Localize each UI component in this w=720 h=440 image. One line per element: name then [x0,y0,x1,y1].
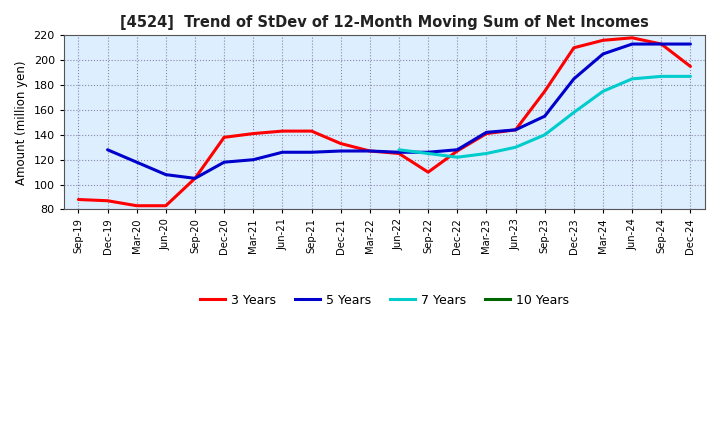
3 Years [191,176,199,181]
5 Years [541,114,549,119]
3 Years [161,203,170,209]
3 Years [307,128,316,134]
7 Years [657,74,665,79]
7 Years [511,145,520,150]
3 Years [336,141,345,146]
7 Years [482,151,491,156]
5 Years [278,150,287,155]
5 Years [249,157,258,162]
3 Years [511,127,520,132]
5 Years [307,150,316,155]
5 Years [686,41,695,47]
Legend: 3 Years, 5 Years, 7 Years, 10 Years: 3 Years, 5 Years, 7 Years, 10 Years [194,289,574,312]
3 Years [103,198,112,203]
5 Years [657,41,665,47]
Title: [4524]  Trend of StDev of 12-Month Moving Sum of Net Incomes: [4524] Trend of StDev of 12-Month Moving… [120,15,649,30]
3 Years [657,41,665,47]
5 Years [570,76,578,81]
5 Years [628,41,636,47]
5 Years [161,172,170,177]
7 Years [424,151,433,156]
7 Years [598,89,607,94]
3 Years [482,131,491,136]
5 Years [453,147,462,152]
3 Years [249,131,258,136]
5 Years [336,148,345,154]
5 Years [424,150,433,155]
5 Years [220,160,228,165]
5 Years [482,130,491,135]
7 Years [395,147,403,152]
3 Years [366,148,374,154]
5 Years [598,51,607,57]
3 Years [598,38,607,43]
3 Years [132,203,141,209]
Line: 7 Years: 7 Years [399,77,690,157]
7 Years [541,132,549,137]
7 Years [570,110,578,115]
Line: 5 Years: 5 Years [107,44,690,178]
3 Years [395,151,403,156]
3 Years [424,169,433,175]
3 Years [541,89,549,94]
5 Years [103,147,112,152]
Y-axis label: Amount (million yen): Amount (million yen) [15,60,28,185]
5 Years [366,148,374,154]
7 Years [628,76,636,81]
3 Years [453,148,462,154]
3 Years [278,128,287,134]
5 Years [132,160,141,165]
5 Years [191,176,199,181]
3 Years [686,64,695,69]
7 Years [453,154,462,160]
Line: 3 Years: 3 Years [78,38,690,206]
3 Years [220,135,228,140]
3 Years [570,45,578,51]
3 Years [74,197,83,202]
5 Years [511,127,520,132]
5 Years [395,150,403,155]
7 Years [686,74,695,79]
3 Years [628,35,636,40]
